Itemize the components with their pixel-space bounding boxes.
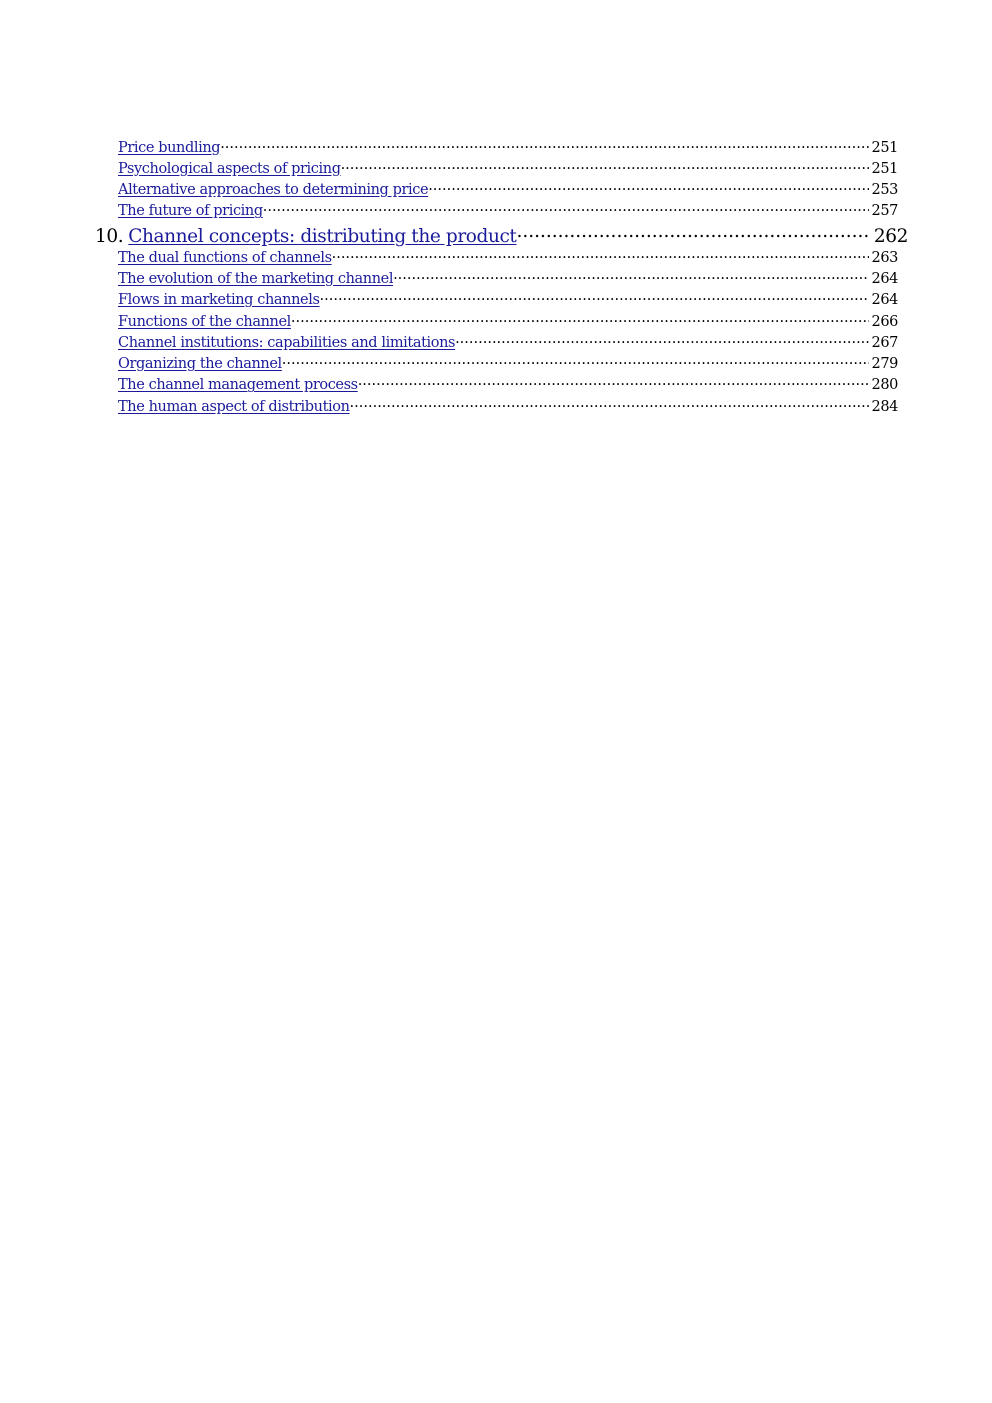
dot-leader: [350, 396, 869, 411]
page-number: 264: [871, 292, 898, 309]
dot-leader: [428, 180, 868, 195]
page-number: 251: [871, 139, 898, 156]
dot-leader: [455, 332, 868, 347]
dot-leader: [341, 158, 869, 173]
toc-entry: Flows in marketing channels 264: [118, 290, 898, 311]
toc-entry: Price bundling 251: [118, 137, 898, 158]
toc-entry: Functions of the channel 266: [118, 311, 898, 332]
toc-entry: The channel management process 280: [118, 375, 898, 396]
page-number: 262: [873, 225, 908, 247]
table-of-contents: Price bundling 251 Psychological aspects …: [0, 137, 992, 418]
page-number: 284: [871, 398, 898, 415]
toc-link[interactable]: Functions of the channel: [118, 313, 291, 330]
toc-entry: Organizing the channel 279: [118, 354, 898, 375]
toc-entry: The evolution of the marketing channel 26…: [118, 268, 898, 289]
page-number: 263: [871, 249, 898, 266]
dot-leader: [516, 223, 870, 242]
toc-link[interactable]: The dual functions of channels: [118, 249, 332, 266]
page-number: 280: [871, 377, 898, 394]
dot-leader: [393, 268, 868, 283]
chapter-number: 10.: [95, 225, 124, 247]
toc-entry: Psychological aspects of pricing 251: [118, 158, 898, 179]
toc-link[interactable]: The human aspect of distribution: [118, 398, 350, 415]
page-number: 264: [871, 270, 898, 287]
toc-link[interactable]: The evolution of the marketing channel: [118, 270, 394, 287]
dot-leader: [332, 247, 869, 262]
toc-link[interactable]: Organizing the channel: [118, 356, 282, 373]
page-number: 267: [871, 334, 898, 351]
dot-leader: [320, 290, 869, 305]
dot-leader: [282, 354, 869, 369]
page-number: 266: [871, 313, 898, 330]
toc-link[interactable]: The channel management process: [118, 377, 358, 394]
toc-entry: Alternative approaches to determining pr…: [118, 180, 898, 201]
page-number: 253: [871, 182, 898, 199]
toc-chapter: 10. Channel concepts: distributing the pr…: [95, 223, 908, 247]
toc-entry: The dual functions of channels 263: [118, 247, 898, 268]
toc-link[interactable]: Channel institutions: capabilities and l…: [118, 334, 456, 351]
toc-link[interactable]: The future of pricing: [118, 203, 263, 220]
toc-link[interactable]: Alternative approaches to determining pr…: [118, 182, 429, 199]
page-number: 279: [871, 356, 898, 373]
toc-link[interactable]: Flows in marketing channels: [118, 292, 320, 309]
page-number: 251: [871, 160, 898, 177]
dot-leader: [263, 201, 869, 216]
toc-entry: Channel institutions: capabilities and l…: [118, 332, 898, 353]
toc-link[interactable]: Price bundling: [118, 139, 221, 156]
toc-entry: The human aspect of distribution 284: [118, 396, 898, 417]
dot-leader: [358, 375, 869, 390]
dot-leader: [220, 137, 868, 152]
dot-leader: [291, 311, 869, 326]
page-number: 257: [871, 203, 898, 220]
toc-entry: The future of pricing 257: [118, 201, 898, 222]
toc-link[interactable]: Psychological aspects of pricing: [118, 160, 341, 177]
chapter-link[interactable]: Channel concepts: distributing the produ…: [128, 225, 517, 247]
